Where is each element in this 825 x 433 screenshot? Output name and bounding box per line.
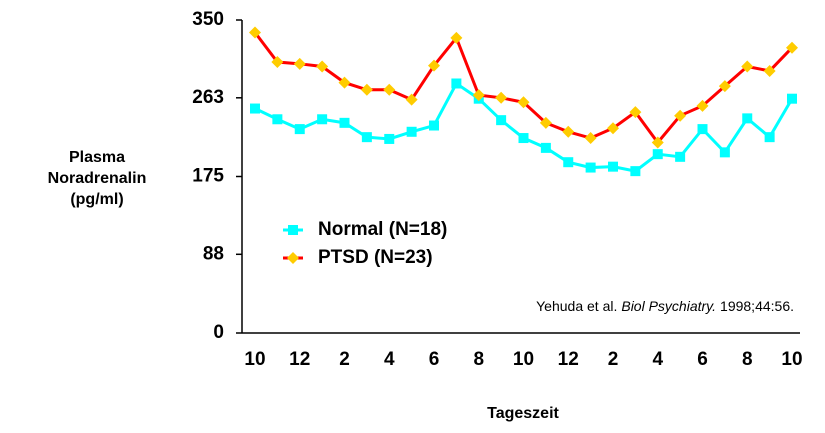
annotation-ref: 1998;44:56. [720,298,794,314]
x-tick-label: 2 [608,349,619,370]
marker [338,76,351,89]
annotation-journal: Biol Psychiatry. [621,298,716,314]
marker [629,106,642,119]
marker [585,162,596,173]
marker [539,116,552,129]
marker [317,114,328,125]
marker [562,125,575,138]
y-axis-label: (pg/ml) [70,191,123,208]
marker [696,99,709,112]
marker [384,133,395,144]
marker [651,136,664,149]
marker [652,149,663,160]
x-tick-label: 10 [781,349,802,370]
x-tick-label: 12 [558,349,579,370]
marker [675,151,686,162]
marker [272,114,283,125]
marker [719,147,730,158]
marker [496,115,507,126]
marker [271,56,284,69]
marker [786,41,798,54]
marker [429,120,439,131]
series-line [253,31,794,145]
y-axis-label: Plasma [69,149,125,166]
marker [383,83,396,96]
x-tick-label: 4 [384,349,395,370]
marker [763,64,776,77]
marker [293,57,306,70]
marker [316,60,329,73]
marker [249,26,261,39]
marker [450,31,463,44]
y-tick-label: 0 [213,322,224,343]
marker [405,93,418,106]
marker [406,126,417,137]
x-tick-label: 6 [429,349,440,370]
marker [361,132,372,143]
x-tick-label: 8 [473,349,484,370]
x-tick-label: 2 [339,349,350,370]
y-tick-label: 88 [203,243,224,264]
legend-label: PTSD (N=23) [318,247,433,268]
y-tick-label: 263 [192,87,224,108]
marker [607,122,619,135]
marker [697,124,708,135]
marker [472,89,485,102]
x-tick-label: 10 [513,349,534,370]
marker [742,113,753,124]
marker [764,132,775,143]
legend-marker [288,225,298,235]
y-tick-label: 175 [192,166,224,187]
annotation: Yehuda et al. Biol Psychiatry. 1998;44:56. [536,298,794,314]
marker [250,103,260,114]
marker [540,142,551,153]
x-tick-label: 4 [652,349,663,370]
x-tick-label: 12 [289,349,310,370]
marker [360,83,373,96]
annotation-author: Yehuda et al. [536,298,617,314]
x-tick-label: 10 [244,349,265,370]
x-tick-label: 6 [697,349,708,370]
y-tick-label: 350 [192,9,224,30]
y-axis-label: Noradrenalin [48,170,147,187]
marker [608,161,618,172]
marker [451,78,462,89]
x-axis-label: Tageszeit [487,405,559,422]
marker [630,166,641,177]
marker [428,59,440,72]
marker [495,91,508,104]
legend-marker [287,252,299,264]
marker [741,60,754,73]
marker [563,157,574,168]
marker [294,124,305,135]
marker [584,132,597,145]
x-tick-label: 8 [742,349,753,370]
legend-label: Normal (N=18) [318,219,447,240]
marker [339,117,350,128]
marker [787,93,797,104]
marker [674,109,687,122]
marker [518,133,529,144]
marker [517,96,530,109]
marker [718,80,731,93]
